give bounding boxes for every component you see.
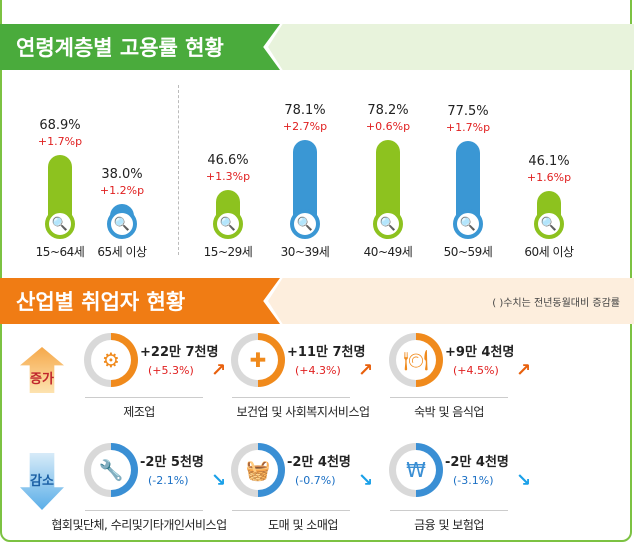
bar-change-label: +2.7%p <box>282 120 328 133</box>
industry-pct: (-3.1%) <box>453 474 494 487</box>
bar-change-label: +1.7%p <box>445 121 491 134</box>
divider <box>178 85 179 255</box>
industry-pct: (-0.7%) <box>295 474 336 487</box>
age-label: 60세 이상 <box>524 245 574 259</box>
document-search-icon: 🔍 <box>453 209 483 239</box>
note: ( )수치는 전년동월대비 증감률 <box>492 298 620 309</box>
industry-pct: (+4.3%) <box>295 364 341 377</box>
section1-title: 연령계층별 고용률 현황 <box>0 24 280 70</box>
trend-up-icon: ↗ <box>516 360 532 381</box>
industry-pct: (-2.1%) <box>148 474 189 487</box>
decrease-label: 감소 <box>30 474 54 489</box>
underline <box>85 397 203 398</box>
industry-value: +9만 4천명 <box>445 345 515 360</box>
industry-name: 금융 및 보험업 <box>414 518 484 532</box>
section2-band <box>268 278 634 324</box>
underline <box>390 510 508 511</box>
age-label: 15~64세 <box>35 245 85 259</box>
age-label: 50~59세 <box>443 245 493 259</box>
bar-value-label: 38.0% <box>101 167 143 182</box>
industry-value: +11만 7천명 <box>287 345 366 360</box>
bar-change-label: +1.2%p <box>99 184 145 197</box>
industry-name: 숙박 및 음식업 <box>414 405 484 419</box>
bar-value-label: 78.1% <box>284 103 326 118</box>
industry-value: -2만 4천명 <box>445 455 509 470</box>
section2-title: 산업별 취업자 현황 <box>0 278 280 324</box>
industry-name: 협회및단체, 수리및기타개인서비스업 <box>51 518 227 532</box>
document-search-icon: 🔍 <box>534 209 564 239</box>
age-label: 65세 이상 <box>97 245 147 259</box>
section1-band <box>268 24 634 70</box>
underline <box>390 397 508 398</box>
document-search-icon: 🔍 <box>213 209 243 239</box>
document-search-icon: 🔍 <box>290 209 320 239</box>
trend-up-icon: ↗ <box>211 360 227 381</box>
underline <box>232 510 350 511</box>
industry-name: 도매 및 소매업 <box>268 518 338 532</box>
trend-up-icon: ↗ <box>358 360 374 381</box>
bar-change-label: +0.6%p <box>365 120 411 133</box>
document-search-icon: 🔍 <box>373 209 403 239</box>
industry-ring: ⚙ <box>84 333 138 387</box>
industry-ring: 🧺 <box>231 443 285 497</box>
bar-change-label: +1.6%p <box>526 171 572 184</box>
gears-icon: ⚙ <box>91 340 131 380</box>
bar-change-label: +1.7%p <box>37 135 83 148</box>
increase-label: 증가 <box>30 372 54 387</box>
industry-pct: (+5.3%) <box>148 364 194 377</box>
age-label: 30~39세 <box>280 245 330 259</box>
industry-ring: 🍽 <box>389 333 443 387</box>
won-laptop-icon: ₩ <box>396 450 436 490</box>
bar-value-label: 78.2% <box>367 103 409 118</box>
industry-name: 보건업 및 사회복지서비스업 <box>236 405 370 419</box>
medical-kit-icon: ✚ <box>238 340 278 380</box>
bar-value-label: 77.5% <box>447 104 489 119</box>
industry-pct: (+4.5%) <box>453 364 499 377</box>
bar-value-label: 68.9% <box>39 118 81 133</box>
bar-value-label: 46.6% <box>207 153 249 168</box>
industry-ring: ✚ <box>231 333 285 387</box>
age-label: 40~49세 <box>363 245 413 259</box>
bar-value-label: 46.1% <box>528 154 570 169</box>
industry-value: -2만 4천명 <box>287 455 351 470</box>
wrench-building-icon: 🔧 <box>91 450 131 490</box>
trend-down-icon: ↘ <box>358 470 374 491</box>
basket-icon: 🧺 <box>238 450 278 490</box>
bar-change-label: +1.3%p <box>205 170 251 183</box>
trend-down-icon: ↘ <box>516 470 532 491</box>
section2-banner: 산업별 취업자 현황 <box>0 278 280 324</box>
underline <box>232 397 350 398</box>
section1-banner: 연령계층별 고용률 현황 <box>0 24 280 70</box>
age-label: 15~29세 <box>203 245 253 259</box>
document-search-icon: 🔍 <box>45 209 75 239</box>
industry-value: -2만 5천명 <box>140 455 204 470</box>
trend-down-icon: ↘ <box>211 470 227 491</box>
document-search-icon: 🔍 <box>107 209 137 239</box>
underline <box>85 510 203 511</box>
industry-ring: ₩ <box>389 443 443 497</box>
industry-value: +22만 7천명 <box>140 345 219 360</box>
industry-name: 제조업 <box>123 405 155 419</box>
plate-cutlery-icon: 🍽 <box>396 340 436 380</box>
industry-ring: 🔧 <box>84 443 138 497</box>
